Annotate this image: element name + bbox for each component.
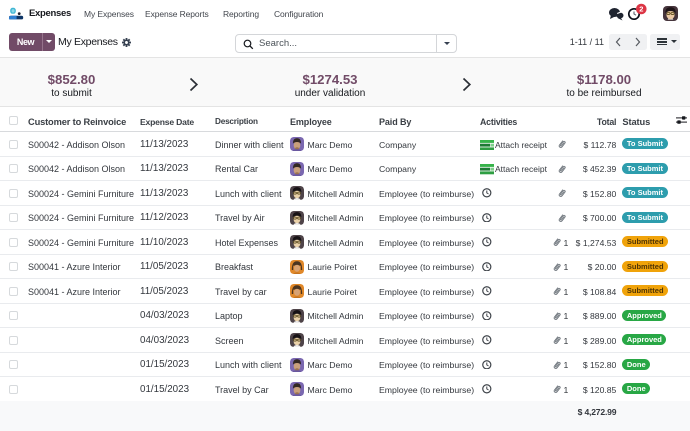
svg-text:2: 2 [639,5,643,14]
